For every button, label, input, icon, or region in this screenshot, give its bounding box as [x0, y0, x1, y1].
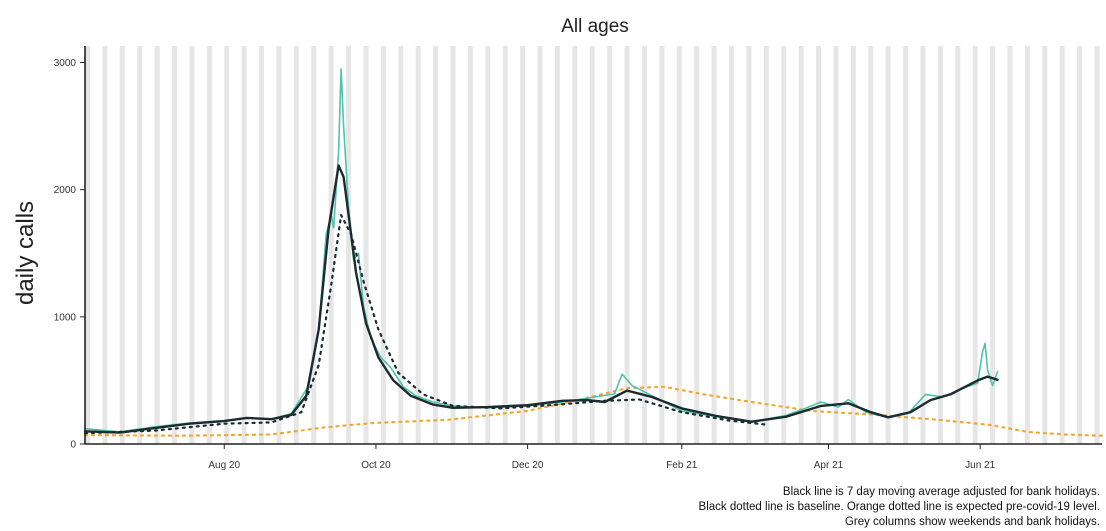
weekend-column [554, 46, 560, 444]
weekend-column [1024, 46, 1030, 444]
weekend-column [729, 46, 734, 444]
weekend-column [415, 46, 421, 444]
x-tick-label: Apr 21 [814, 460, 844, 471]
weekend-column [537, 46, 543, 444]
y-axis-label: daily calls [12, 201, 39, 305]
weekend-column [937, 46, 943, 444]
weekend-column [502, 46, 508, 444]
weekend-column [189, 46, 195, 444]
series-line-expected [83, 385, 1104, 437]
weekend-column [346, 46, 352, 444]
weekend-column [1059, 46, 1065, 444]
weekend-column [641, 46, 647, 444]
y-tick-label: 3000 [54, 58, 77, 69]
weekend-column [363, 46, 369, 444]
weekend-column [485, 46, 491, 444]
series-layer [83, 68, 1104, 437]
weekend-column [467, 46, 473, 444]
caption-line-2: Black dotted line is baseline. Orange do… [699, 501, 1100, 513]
y-tick-label: 1000 [54, 312, 77, 323]
weekend-column [119, 46, 125, 444]
weekend-column [850, 46, 856, 444]
weekend-column [990, 46, 996, 444]
weekend-column [259, 46, 265, 444]
weekend-column [972, 46, 978, 444]
weekend-column [589, 46, 595, 444]
weekend-column [293, 46, 299, 444]
weekend-column [1077, 46, 1083, 444]
weekend-column [172, 46, 177, 444]
weekend-column [763, 46, 769, 444]
weekend-column [955, 46, 961, 444]
weekend-column [624, 46, 630, 444]
x-tick-label: Aug 20 [208, 460, 240, 471]
weekend-column [711, 46, 717, 444]
weekend-columns [85, 46, 1100, 444]
weekend-column [572, 46, 578, 444]
weekend-column [659, 46, 665, 444]
weekend-column [816, 46, 822, 444]
weekend-column [1094, 46, 1100, 444]
weekend-column [885, 46, 891, 444]
weekend-column [398, 46, 404, 444]
weekend-column [798, 46, 804, 444]
series-line-baseline [83, 214, 770, 435]
y-tick-label: 2000 [54, 185, 77, 196]
weekend-column [380, 46, 386, 444]
x-tick-label: Jun 21 [965, 460, 995, 471]
weekend-column [520, 46, 526, 444]
weekend-column [433, 46, 439, 444]
weekend-column [276, 46, 282, 444]
weekend-column [85, 46, 90, 444]
weekend-column [224, 46, 230, 444]
weekend-column [694, 46, 700, 444]
chart-title: All ages [561, 16, 629, 37]
weekend-column [676, 46, 682, 444]
weekend-column [450, 46, 456, 444]
weekend-column [833, 46, 839, 444]
x-tick-label: Feb 21 [666, 460, 698, 471]
weekend-column [102, 46, 108, 444]
x-axis-ticks: Aug 20 Oct 20 Dec 20 Feb 21 Apr 21 Jun 21 [208, 444, 996, 471]
x-tick-label: Oct 20 [361, 460, 391, 471]
weekend-column [868, 46, 874, 444]
weekend-column [206, 46, 212, 444]
weekend-column [1042, 46, 1048, 444]
caption-line-1: Black line is 7 day moving average adjus… [783, 486, 1100, 498]
series-line-moving-average [83, 164, 999, 434]
weekend-column [154, 46, 160, 444]
weekend-column [746, 46, 752, 444]
weekend-column [781, 46, 787, 444]
y-tick-label: 0 [70, 440, 76, 451]
weekend-column [241, 46, 247, 444]
weekend-column [920, 46, 926, 444]
weekend-column [903, 46, 909, 444]
weekend-column [607, 46, 613, 444]
weekend-column [1007, 46, 1013, 444]
weekend-column [137, 46, 143, 444]
caption-line-3: Grey columns show weekends and bank holi… [845, 516, 1100, 528]
x-tick-label: Dec 20 [512, 460, 544, 471]
y-axis-ticks: 0 1000 2000 3000 [54, 58, 85, 451]
weekend-column [328, 46, 334, 444]
weekend-column [311, 46, 317, 444]
